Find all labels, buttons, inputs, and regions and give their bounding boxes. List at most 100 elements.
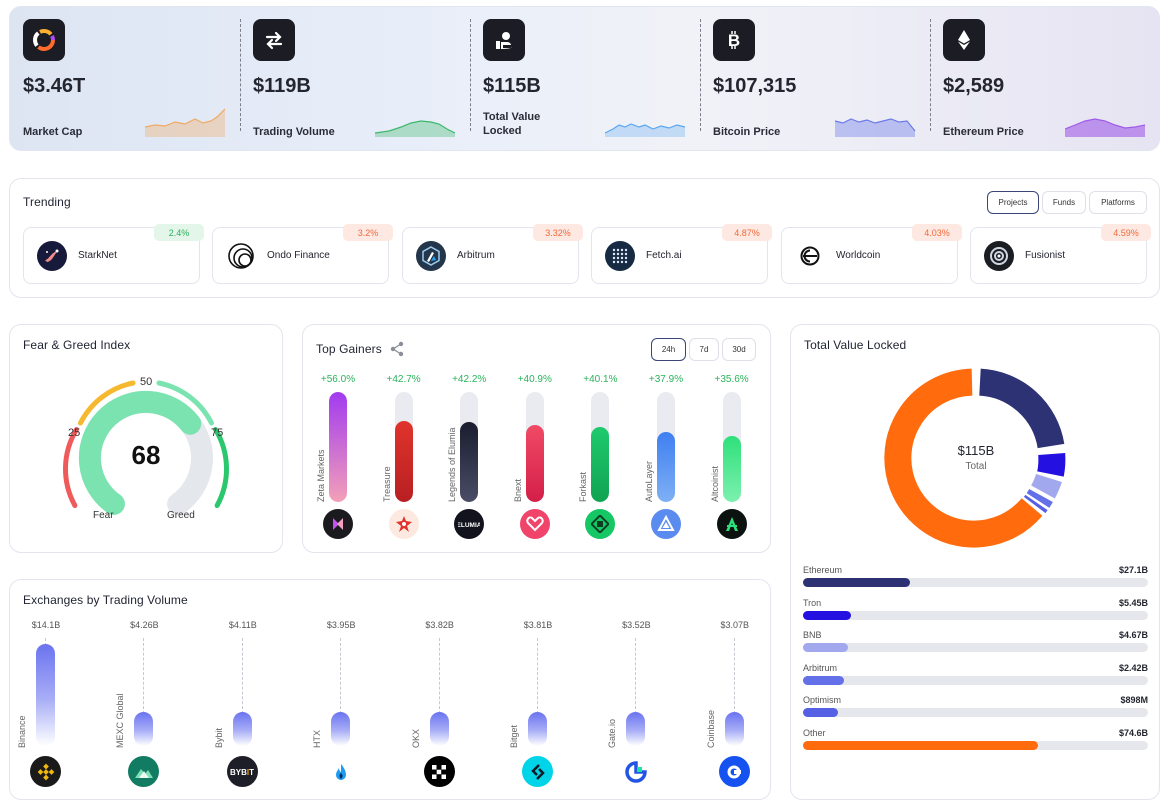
stat-ethereum-price: $2,589 Ethereum Price — [930, 7, 1160, 152]
gainer-bar-track — [329, 392, 347, 502]
exchange-column[interactable]: $3.95B HTX — [311, 618, 371, 790]
coinbase-icon — [718, 756, 750, 787]
gainer-column[interactable]: +37.9% AutoLayer — [644, 372, 686, 542]
stats-banner: $3.46T Market Cap $119B Trading Volume $… — [9, 6, 1160, 151]
market-cap-icon — [23, 19, 65, 61]
starknet-icon — [37, 241, 67, 271]
exchange-column[interactable]: $3.07B Coinbase — [705, 618, 765, 790]
trending-item-fusionist[interactable]: Fusionist 4.59% — [970, 224, 1151, 284]
trending-item-name: StarkNet — [78, 250, 117, 261]
gainer-name: Treasure — [381, 466, 392, 502]
divider — [700, 19, 701, 131]
chain-bar-track — [803, 675, 1148, 685]
chain-bar-track — [803, 643, 1148, 653]
gainer-column[interactable]: +35.6% Altcoinist — [710, 372, 752, 542]
exchange-column[interactable]: $3.82B OKX — [410, 618, 470, 790]
trending-item-starknet[interactable]: StarkNet 2.4% — [23, 224, 204, 284]
trending-item-name: Arbitrum — [457, 250, 495, 261]
gauge-scale-label: 75 — [211, 427, 224, 439]
fear-greed-title: Fear & Greed Index — [23, 338, 131, 352]
stat-trading-volume: $119B Trading Volume — [240, 7, 470, 152]
stat-label: Ethereum Price — [943, 126, 1024, 138]
bybit-icon: BYBIT — [226, 756, 258, 787]
autolayer-icon — [651, 509, 681, 539]
exchanges-title: Exchanges by Trading Volume — [23, 593, 188, 607]
exchange-name: Bybit — [213, 727, 224, 748]
period-24h[interactable]: 24h — [651, 338, 686, 361]
exchange-volume: $3.52B — [622, 620, 651, 630]
trending-item-ondo-finance[interactable]: Ondo Finance 3.2% — [212, 224, 393, 284]
gauge-scale-label: 25 — [68, 427, 81, 439]
gainer-change: +37.9% — [648, 374, 684, 385]
sparkline — [835, 118, 916, 137]
gainer-column[interactable]: +56.0% Zeta Markets — [316, 372, 358, 542]
trending-item-name: Worldcoin — [836, 250, 881, 261]
gainer-column[interactable]: +42.7% Treasure — [381, 372, 424, 542]
change-badge: 3.2% — [343, 224, 393, 241]
trending-item-worldcoin[interactable]: Worldcoin 4.03% — [781, 224, 962, 284]
gainer-bar — [329, 392, 347, 502]
gainer-bar-track — [591, 392, 610, 502]
trending-item-fetch-ai[interactable]: Fetch.ai 4.87% — [591, 224, 772, 284]
exchange-column[interactable]: $3.81B Bitget — [508, 618, 568, 790]
gainer-name: Zeta Markets — [316, 449, 326, 502]
ethereum-icon — [943, 19, 985, 61]
stat-value: $3.46T — [23, 75, 86, 97]
divider — [930, 19, 931, 131]
tab-projects[interactable]: Projects — [987, 191, 1039, 214]
chain-name: Ethereum — [803, 565, 843, 575]
trending-item-name: Ondo Finance — [267, 250, 330, 261]
gainer-column[interactable]: +40.9% Bnext — [512, 372, 555, 542]
stat-value: $115B — [483, 75, 541, 97]
ondo-finance-icon — [226, 241, 256, 271]
chain-bar — [803, 643, 848, 653]
tab-funds[interactable]: Funds — [1042, 191, 1086, 214]
guide-line — [340, 638, 342, 714]
exchange-column[interactable]: $4.26B MEXC Global — [114, 618, 174, 790]
gainer-column[interactable]: +40.1% Forkast — [578, 372, 620, 542]
htx-icon — [325, 756, 357, 787]
exchange-column[interactable]: $4.11B Bybit BYBIT — [213, 618, 273, 790]
tab-platforms[interactable]: Platforms — [1089, 191, 1147, 214]
stat-bitcoin-price: B $107,315 Bitcoin Price — [700, 7, 930, 152]
gainer-bar-track — [657, 392, 675, 502]
gate-io-icon — [620, 756, 652, 787]
gainer-name: Forkast — [578, 471, 589, 502]
change-badge: 2.4% — [154, 224, 204, 241]
fear-greed-card — [9, 324, 283, 553]
exchange-volume: $14.1B — [31, 620, 61, 630]
gainer-bar — [591, 427, 610, 502]
trending-item-arbitrum[interactable]: Arbitrum 3.32% — [402, 224, 583, 284]
stat-value: $107,315 — [713, 75, 797, 97]
exchange-name: Coinbase — [705, 709, 716, 748]
tvl-chain-row: BNB $4.67B — [803, 630, 1148, 658]
period-30d[interactable]: 30d — [722, 338, 756, 361]
change-badge: 4.59% — [1101, 224, 1151, 241]
tvl-center-value: $115B — [957, 443, 995, 458]
stat-total-value-locked: $115B Total Value Locked — [470, 7, 700, 152]
chain-bar-track — [803, 578, 1148, 587]
guide-line — [45, 638, 46, 646]
locked-value-icon — [483, 19, 525, 61]
period-7d[interactable]: 7d — [689, 338, 719, 361]
exchange-column[interactable]: $14.1B Binance — [16, 618, 76, 790]
exchange-name: HTX — [312, 730, 323, 748]
exchange-volume: $3.81B — [523, 620, 553, 630]
stat-value: $119B — [253, 75, 311, 97]
chain-name: Other — [803, 728, 826, 738]
exchange-bar — [429, 712, 449, 746]
gainer-name: Bnext — [512, 478, 523, 502]
gainer-bar-track — [722, 392, 741, 502]
okx-icon — [423, 756, 455, 787]
stat-value: $2,589 — [943, 75, 1005, 97]
share-icon[interactable] — [388, 340, 406, 363]
divider — [470, 19, 471, 131]
chain-value: $2.42B — [1118, 662, 1148, 673]
sparkline — [605, 123, 686, 137]
trending-item-name: Fetch.ai — [646, 250, 682, 261]
sparkline — [1065, 118, 1146, 137]
gainer-column[interactable]: +42.2% Legends of Elumia ELUMIA — [447, 372, 489, 542]
gainer-bar-track — [394, 392, 413, 502]
top-gainers-title: Top Gainers — [316, 342, 382, 356]
exchange-column[interactable]: $3.52B Gate.io — [606, 618, 666, 790]
